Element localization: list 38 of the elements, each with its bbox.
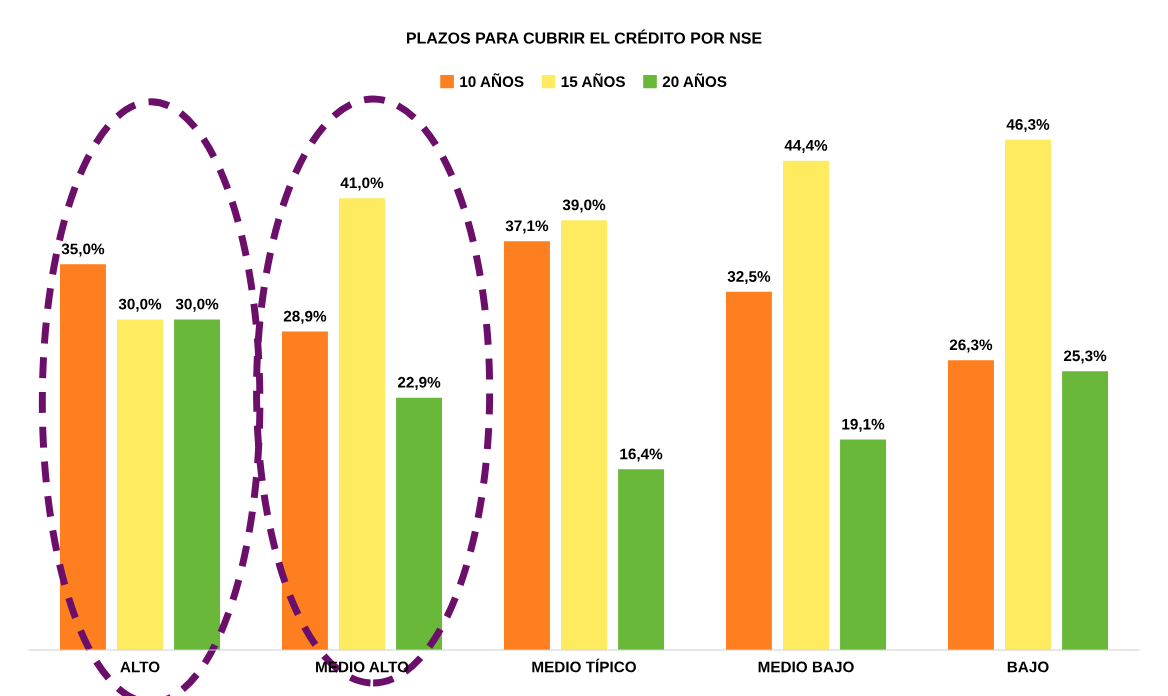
legend-label: 20 AÑOS	[662, 73, 727, 88]
bar	[840, 439, 887, 650]
bar	[396, 397, 443, 650]
x-tick-label: ALTO	[120, 661, 160, 673]
legend-label: 10 AÑOS	[460, 73, 524, 88]
bar	[1062, 371, 1109, 650]
bar	[174, 319, 221, 650]
data-label: 22,9%	[397, 376, 441, 390]
data-label: 44,4%	[784, 139, 828, 153]
bar	[503, 241, 550, 650]
bar	[783, 160, 829, 650]
bar	[725, 291, 772, 650]
x-tick-label: MEDIO BAJO	[758, 661, 854, 673]
data-label: 35,0%	[61, 243, 105, 257]
data-label: 16,4%	[620, 448, 663, 462]
bar	[1005, 139, 1051, 650]
chart-title: PLAZOS PARA CUBRIR EL CRÉDITO POR NSE	[406, 29, 762, 44]
bar	[561, 220, 607, 650]
bar	[59, 264, 106, 650]
bar	[117, 319, 163, 650]
data-label: 39,0%	[562, 199, 606, 213]
data-label: 19,1%	[842, 418, 885, 432]
bar	[947, 360, 994, 650]
data-label: 32,5%	[727, 271, 771, 285]
bar	[618, 469, 665, 650]
data-label: 37,1%	[505, 220, 549, 234]
data-label: 46,3%	[1006, 119, 1050, 133]
data-label: 41,0%	[340, 177, 384, 191]
x-tick-label: MEDIO TÍPICO	[532, 658, 636, 673]
data-label: 30,0%	[118, 298, 162, 312]
data-label: 30,0%	[175, 298, 219, 312]
bar	[339, 198, 385, 650]
data-label: 25,3%	[1063, 350, 1107, 364]
bar	[281, 331, 328, 650]
data-label: 26,3%	[949, 339, 993, 353]
data-label: 28,9%	[283, 310, 327, 324]
x-tick-label: BAJO	[1007, 661, 1049, 673]
legend-label: 15 AÑOS	[561, 73, 625, 88]
